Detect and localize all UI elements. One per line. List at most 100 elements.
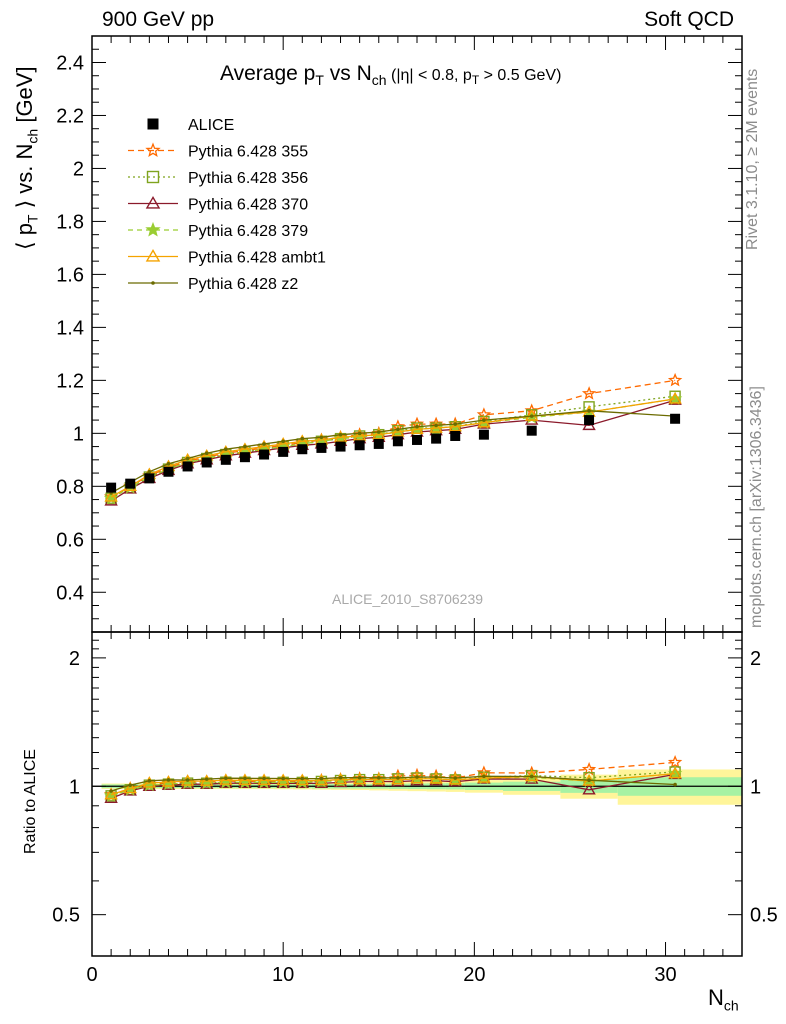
y-tick-label: 2.4 bbox=[56, 52, 84, 74]
series-point-4 bbox=[391, 425, 405, 437]
ratio-point-2 bbox=[582, 782, 596, 795]
ratio-point-4 bbox=[238, 773, 252, 785]
legend-entry-0: ALICE bbox=[147, 117, 234, 134]
data-point bbox=[163, 466, 174, 477]
ratio-point-4 bbox=[199, 774, 214, 786]
watermark: ALICE_2010_S8706239 bbox=[332, 591, 484, 607]
series-point-3 bbox=[667, 391, 683, 405]
series-point-5 bbox=[338, 432, 343, 437]
x-tick-label: 10 bbox=[272, 964, 294, 986]
series-point-5 bbox=[396, 427, 400, 432]
ratio-point-5 bbox=[224, 776, 228, 781]
legend-label: ALICE bbox=[188, 117, 234, 134]
ratio-point-4 bbox=[161, 775, 176, 787]
ratio-point-5 bbox=[281, 776, 285, 781]
data-point bbox=[584, 415, 595, 426]
series-point-4 bbox=[668, 392, 682, 404]
y-tick-label: 1.2 bbox=[56, 370, 84, 392]
legend-entry-4: Pythia 6.428 379 bbox=[128, 221, 308, 240]
y-tick-label: 2 bbox=[73, 158, 84, 180]
series-point-4 bbox=[410, 422, 424, 435]
ratio-point-4 bbox=[448, 772, 462, 785]
series-point-5 bbox=[224, 447, 228, 452]
header-left: 900 GeV pp bbox=[102, 8, 215, 31]
ratio-point-4 bbox=[314, 773, 329, 786]
ratio-point-4 bbox=[333, 772, 348, 785]
series-point-5 bbox=[262, 442, 266, 446]
series-point-5 bbox=[147, 469, 152, 474]
data-point bbox=[478, 429, 489, 440]
series-point-0 bbox=[581, 386, 597, 400]
ratio-point-5 bbox=[243, 776, 247, 781]
ratio-point-5 bbox=[415, 775, 419, 779]
data-point bbox=[201, 457, 212, 468]
legend-label: Pythia 6.428 355 bbox=[188, 144, 308, 161]
ratio-point-4 bbox=[142, 776, 157, 788]
ratio-point-4 bbox=[276, 773, 290, 786]
data-point bbox=[526, 425, 537, 436]
data-point bbox=[239, 452, 250, 463]
legend-entry-5: Pythia 6.428 ambt1 bbox=[128, 249, 326, 267]
series-point-5 bbox=[281, 439, 285, 444]
ratio-point-5 bbox=[147, 778, 152, 783]
y-tick-label: 0.4 bbox=[56, 582, 84, 604]
ratio-point-4 bbox=[352, 772, 367, 785]
legend-entry-3: Pythia 6.428 370 bbox=[128, 196, 308, 214]
ratio-y-tick-label-right: 0.5 bbox=[750, 905, 778, 927]
ratio-point-5 bbox=[673, 782, 677, 787]
ratio-point-0 bbox=[581, 761, 597, 776]
ratio-y-tick-label: 2 bbox=[69, 648, 80, 670]
data-point bbox=[259, 449, 270, 460]
series-point-4 bbox=[448, 419, 462, 432]
y-tick-label: 1.4 bbox=[56, 317, 84, 339]
legend-marker bbox=[145, 249, 161, 262]
series-point-5 bbox=[204, 451, 209, 456]
legend-label: Pythia 6.428 z2 bbox=[188, 276, 298, 293]
ratio-point-5 bbox=[166, 778, 171, 782]
ratio-y-tick-label: 1 bbox=[69, 776, 80, 798]
legend-entry-1: Pythia 6.428 355 bbox=[128, 142, 308, 161]
data-point bbox=[431, 433, 442, 444]
ratio-point-5 bbox=[376, 775, 381, 780]
ratio-point-5 bbox=[529, 774, 534, 779]
ratio-point-4 bbox=[372, 772, 386, 785]
ratio-y-tick-label: 0.5 bbox=[52, 905, 80, 927]
ratio-point-4 bbox=[477, 771, 491, 783]
series-point-5 bbox=[243, 444, 247, 449]
ratio-point-5 bbox=[482, 774, 486, 779]
ratio-point-5 bbox=[357, 775, 362, 780]
series-point-5 bbox=[453, 422, 458, 426]
data-point bbox=[182, 461, 193, 472]
series-point-5 bbox=[529, 414, 534, 418]
ratio-y-tick-label-right: 1 bbox=[750, 776, 761, 798]
ratio-point-5 bbox=[587, 778, 591, 783]
ratio-point-4 bbox=[123, 781, 137, 794]
ratio-point-5 bbox=[128, 783, 133, 787]
ratio-point-5 bbox=[434, 775, 438, 779]
data-point bbox=[373, 438, 384, 449]
series-point-0 bbox=[667, 372, 683, 387]
series-point-5 bbox=[415, 424, 419, 429]
y-tick-label: 1 bbox=[73, 423, 84, 445]
y-tick-label: 1.8 bbox=[56, 211, 84, 233]
y-tick-label: 1.6 bbox=[56, 264, 84, 286]
data-point bbox=[144, 473, 155, 484]
series-point-5 bbox=[357, 431, 362, 436]
data-point bbox=[412, 434, 422, 445]
data-point bbox=[106, 482, 117, 493]
series-point-5 bbox=[319, 435, 324, 440]
ratio-point-4 bbox=[104, 787, 118, 800]
data-point bbox=[670, 413, 681, 424]
series-point-4 bbox=[104, 490, 118, 502]
ratio-point-4 bbox=[295, 773, 310, 786]
ratio-point-5 bbox=[300, 776, 305, 781]
series-point-5 bbox=[376, 430, 381, 434]
ratio-point-5 bbox=[109, 789, 113, 793]
series-point-5 bbox=[482, 418, 486, 422]
legend-label: Pythia 6.428 379 bbox=[188, 223, 308, 240]
ratio-point-5 bbox=[338, 775, 343, 780]
series-point-4 bbox=[477, 415, 491, 428]
ratio-point-4 bbox=[219, 773, 233, 785]
ratio-y-tick-label-right: 2 bbox=[750, 648, 761, 670]
